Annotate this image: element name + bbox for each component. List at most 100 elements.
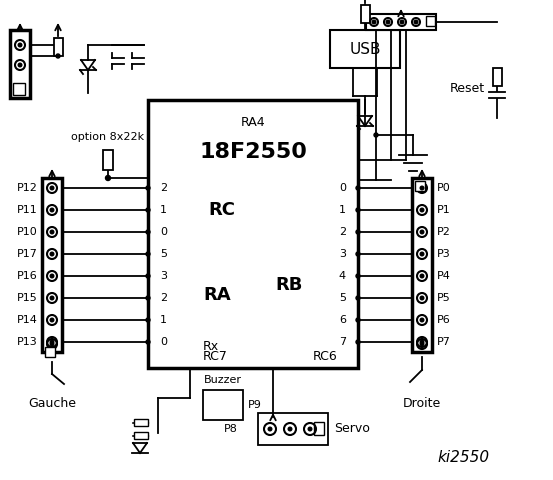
Circle shape	[372, 20, 376, 24]
Circle shape	[146, 318, 150, 322]
Text: 2: 2	[160, 183, 167, 193]
Text: P17: P17	[17, 249, 38, 259]
Circle shape	[50, 208, 54, 212]
Circle shape	[374, 133, 378, 137]
Circle shape	[420, 296, 424, 300]
Circle shape	[356, 230, 360, 234]
Text: Gauche: Gauche	[28, 397, 76, 410]
Bar	[42, 178, 62, 352]
Text: 1: 1	[160, 315, 167, 325]
Text: RC6: RC6	[313, 350, 338, 363]
Bar	[415, 181, 425, 191]
Bar	[134, 432, 148, 439]
Circle shape	[146, 186, 150, 190]
Circle shape	[420, 340, 424, 344]
Bar	[412, 178, 432, 352]
Text: P11: P11	[17, 205, 38, 215]
Bar	[258, 413, 328, 445]
Bar	[366, 14, 436, 30]
Text: 5: 5	[339, 293, 346, 303]
Circle shape	[288, 427, 292, 431]
Circle shape	[356, 186, 360, 190]
Text: RA: RA	[203, 286, 231, 304]
Text: P15: P15	[17, 293, 38, 303]
Circle shape	[420, 230, 424, 234]
Text: 2: 2	[160, 293, 167, 303]
Text: ki2550: ki2550	[438, 451, 490, 466]
Text: P6: P6	[437, 315, 451, 325]
Text: 3: 3	[339, 249, 346, 259]
Text: 1: 1	[339, 205, 346, 215]
Text: 0: 0	[339, 183, 346, 193]
Bar	[13, 83, 25, 95]
Circle shape	[356, 296, 360, 300]
Bar	[45, 347, 55, 357]
Text: Servo: Servo	[334, 422, 370, 435]
Circle shape	[146, 274, 150, 278]
Circle shape	[420, 342, 424, 346]
Bar	[54, 38, 62, 56]
Circle shape	[356, 208, 360, 212]
Bar	[330, 30, 400, 68]
Bar	[148, 100, 358, 368]
Text: P3: P3	[437, 249, 451, 259]
Circle shape	[414, 20, 418, 24]
Bar	[103, 150, 113, 170]
Text: P14: P14	[17, 315, 38, 325]
Text: Reset: Reset	[450, 82, 485, 95]
Circle shape	[18, 63, 22, 67]
Bar	[361, 5, 369, 23]
Text: 2: 2	[339, 227, 346, 237]
Text: P4: P4	[437, 271, 451, 281]
Circle shape	[420, 252, 424, 256]
Bar	[426, 16, 435, 26]
Text: option 8x22k: option 8x22k	[71, 132, 144, 142]
Circle shape	[308, 427, 312, 431]
Text: P5: P5	[437, 293, 451, 303]
Circle shape	[146, 296, 150, 300]
Text: Rx: Rx	[203, 339, 219, 352]
Circle shape	[50, 230, 54, 234]
Text: 4: 4	[339, 271, 346, 281]
Circle shape	[356, 274, 360, 278]
Circle shape	[56, 54, 60, 58]
Circle shape	[356, 340, 360, 344]
Text: P12: P12	[17, 183, 38, 193]
Text: P2: P2	[437, 227, 451, 237]
Circle shape	[146, 340, 150, 344]
Text: P1: P1	[437, 205, 451, 215]
Circle shape	[356, 252, 360, 256]
Circle shape	[106, 176, 111, 180]
Text: USB: USB	[349, 41, 381, 57]
Text: P8: P8	[224, 424, 238, 434]
Circle shape	[420, 208, 424, 212]
Text: P13: P13	[17, 337, 38, 347]
Bar	[314, 422, 324, 435]
Circle shape	[420, 274, 424, 278]
Circle shape	[146, 252, 150, 256]
Circle shape	[50, 318, 54, 322]
Bar	[203, 390, 243, 420]
Text: 7: 7	[339, 337, 346, 347]
Circle shape	[146, 230, 150, 234]
Circle shape	[386, 20, 390, 24]
Text: 1: 1	[160, 205, 167, 215]
Text: P0: P0	[437, 183, 451, 193]
Text: Droite: Droite	[403, 397, 441, 410]
Circle shape	[420, 318, 424, 322]
Bar	[493, 68, 502, 86]
Bar	[10, 30, 30, 98]
Circle shape	[50, 340, 54, 344]
Text: 0: 0	[160, 227, 167, 237]
Circle shape	[50, 296, 54, 300]
Circle shape	[50, 342, 54, 346]
Circle shape	[50, 252, 54, 256]
Text: P10: P10	[17, 227, 38, 237]
Circle shape	[400, 20, 404, 24]
Text: Buzzer: Buzzer	[204, 375, 242, 385]
Text: RB: RB	[275, 276, 303, 294]
Circle shape	[18, 43, 22, 47]
Circle shape	[420, 186, 424, 190]
Circle shape	[146, 208, 150, 212]
Text: 0: 0	[160, 337, 167, 347]
